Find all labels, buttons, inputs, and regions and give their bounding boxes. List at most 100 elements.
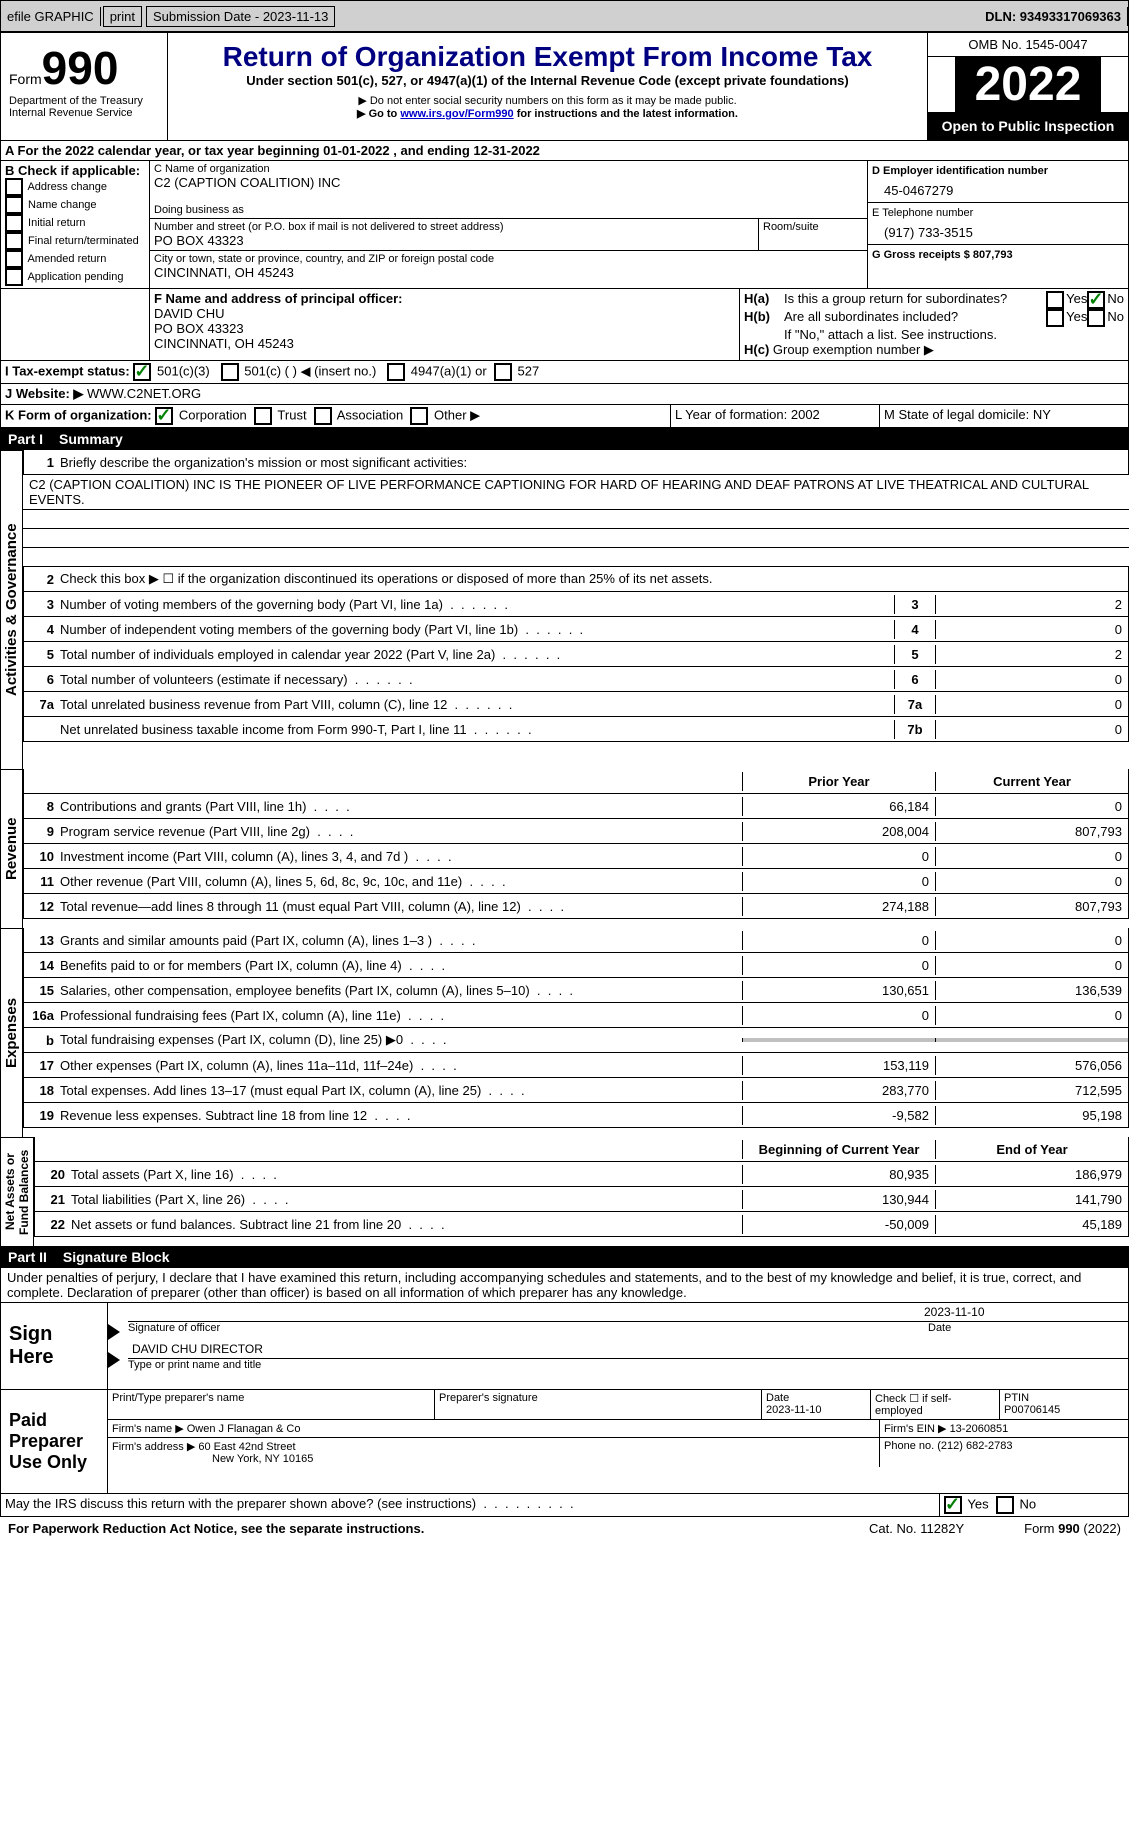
vert-expenses: Expenses (0, 928, 23, 1137)
k-assoc-checkbox[interactable] (314, 407, 332, 425)
prep-sig-label: Preparer's signature (435, 1390, 762, 1419)
room-label: Room/suite (758, 219, 867, 250)
hb-yes-checkbox[interactable] (1046, 309, 1064, 327)
hb-no-checkbox[interactable] (1087, 309, 1105, 327)
city-label: City or town, state or province, country… (154, 253, 863, 265)
discuss-label: May the IRS discuss this return with the… (1, 1494, 940, 1516)
col-end-header: End of Year (935, 1140, 1128, 1159)
phone-value: (917) 733-3515 (872, 219, 1124, 240)
firm-phone: (212) 682-2783 (937, 1440, 1012, 1452)
j-label: J Website: ▶ (5, 386, 83, 401)
addr-label: Number and street (or P.O. box if mail i… (154, 221, 754, 233)
sign-here-label: Sign Here (1, 1303, 107, 1389)
b-check-label: B Check if applicable: (5, 163, 145, 178)
ein-value: 45-0467279 (872, 177, 1124, 198)
form-number: 990 (42, 42, 119, 94)
firm-addr1: 60 East 42nd Street (198, 1441, 295, 1453)
public-inspection: Open to Public Inspection (928, 112, 1128, 140)
cat-no: Cat. No. 11282Y (869, 1521, 964, 1536)
part1-header: Part I Summary (0, 428, 1129, 450)
perjury-declaration: Under penalties of perjury, I declare th… (0, 1268, 1129, 1303)
irs-link[interactable]: www.irs.gov/Form990 (400, 108, 513, 120)
vert-net-assets: Net Assets or Fund Balances (0, 1137, 34, 1246)
form-header: Form990 Department of the Treasury Inter… (0, 32, 1129, 141)
paperwork-notice: For Paperwork Reduction Act Notice, see … (8, 1521, 424, 1536)
ptin-value: P00706145 (1004, 1404, 1060, 1416)
dln-label: DLN: 93493317069363 (979, 7, 1128, 26)
irs-label: Internal Revenue Service (9, 107, 159, 119)
org-name: C2 (CAPTION COALITION) INC (154, 175, 863, 190)
paid-preparer-label: Paid Preparer Use Only (1, 1390, 107, 1493)
col-beg-header: Beginning of Current Year (742, 1140, 935, 1159)
form-title: Return of Organization Exempt From Incom… (176, 41, 919, 73)
g-receipts: G Gross receipts $ 807,793 (868, 245, 1128, 265)
pointer-icon (108, 1324, 120, 1340)
col-current-header: Current Year (935, 772, 1128, 791)
officer-addr2: CINCINNATI, OH 45243 (154, 336, 735, 351)
k-trust-checkbox[interactable] (254, 407, 272, 425)
c-name-label: C Name of organization (154, 163, 863, 175)
line1-label: Briefly describe the organization's miss… (60, 453, 1128, 472)
print-button[interactable]: print (103, 6, 142, 27)
city-state-zip: CINCINNATI, OH 45243 (154, 265, 863, 280)
d-ein-label: D Employer identification number (872, 165, 1124, 177)
officer-addr1: PO BOX 43323 (154, 321, 735, 336)
k-label: K Form of organization: (5, 407, 152, 422)
note-ssn: ▶ Do not enter social security numbers o… (176, 94, 919, 107)
501c3-checkbox[interactable] (133, 363, 151, 381)
pointer-icon (108, 1352, 120, 1368)
mission-text: C2 (CAPTION COALITION) INC IS THE PIONEE… (23, 475, 1129, 510)
i-label: I Tax-exempt status: (5, 363, 130, 378)
vert-activities-governance: Activities & Governance (0, 450, 23, 769)
b-opt-checkbox[interactable] (5, 250, 23, 268)
line2-label: Check this box ▶ ☐ if the organization d… (60, 569, 1128, 589)
527-checkbox[interactable] (494, 363, 512, 381)
m-state-domicile: M State of legal domicile: NY (880, 405, 1128, 427)
col-prior-header: Prior Year (742, 772, 935, 791)
firm-name: Owen J Flanagan & Co (187, 1423, 301, 1435)
sig-date: 2023-11-10 (924, 1305, 1124, 1319)
officer-name: DAVID CHU (154, 306, 735, 321)
part2-header: Part II Signature Block (0, 1246, 1129, 1268)
form-subtitle: Under section 501(c), 527, or 4947(a)(1)… (176, 73, 919, 88)
4947-checkbox[interactable] (387, 363, 405, 381)
prep-date: 2023-11-10 (766, 1404, 821, 1416)
b-opt-checkbox[interactable] (5, 196, 23, 214)
top-toolbar: efile GRAPHIC print Submission Date - 20… (0, 0, 1129, 32)
501c-checkbox[interactable] (221, 363, 239, 381)
form-label: Form (9, 71, 42, 87)
dept-label: Department of the Treasury (9, 95, 159, 107)
ha-label: Is this a group return for subordinates? (784, 291, 1046, 309)
hc-label: Group exemption number ▶ (773, 342, 934, 357)
discuss-yes-checkbox[interactable] (944, 1496, 962, 1514)
firm-ein: 13-2060851 (950, 1423, 1009, 1435)
website-value: WWW.C2NET.ORG (87, 386, 201, 401)
street-address: PO BOX 43323 (154, 233, 754, 248)
prep-name-label: Print/Type preparer's name (108, 1390, 435, 1419)
ha-no-checkbox[interactable] (1087, 291, 1105, 309)
vert-revenue: Revenue (0, 769, 23, 928)
h-note: If "No," attach a list. See instructions… (744, 327, 1124, 342)
b-opt-checkbox[interactable] (5, 232, 23, 250)
ha-yes-checkbox[interactable] (1046, 291, 1064, 309)
l-year-formation: L Year of formation: 2002 (671, 405, 880, 427)
form-ref: Form 990 (2022) (1024, 1521, 1121, 1536)
efile-label: efile GRAPHIC (1, 7, 101, 26)
period-line: A For the 2022 calendar year, or tax yea… (1, 141, 1128, 160)
b-opt-checkbox[interactable] (5, 214, 23, 232)
submission-date-label: Submission Date - 2023-11-13 (146, 6, 335, 27)
firm-addr2: New York, NY 10165 (112, 1453, 313, 1465)
note-goto: ▶ Go to www.irs.gov/Form990 for instruct… (176, 107, 919, 120)
discuss-no-checkbox[interactable] (996, 1496, 1014, 1514)
b-opt-checkbox[interactable] (5, 268, 23, 286)
k-other-checkbox[interactable] (410, 407, 428, 425)
prep-self-employed: Check ☐ if self-employed (871, 1390, 1000, 1419)
sig-officer-label: Signature of officer (128, 1322, 928, 1334)
b-opt-checkbox[interactable] (5, 178, 23, 196)
omb-number: OMB No. 1545-0047 (928, 33, 1128, 57)
sig-name-label: Type or print name and title (128, 1359, 1128, 1371)
k-corp-checkbox[interactable] (155, 407, 173, 425)
dba-label: Doing business as (154, 204, 863, 216)
f-officer-label: F Name and address of principal officer: (154, 291, 735, 306)
hb-label: Are all subordinates included? (784, 309, 1046, 327)
